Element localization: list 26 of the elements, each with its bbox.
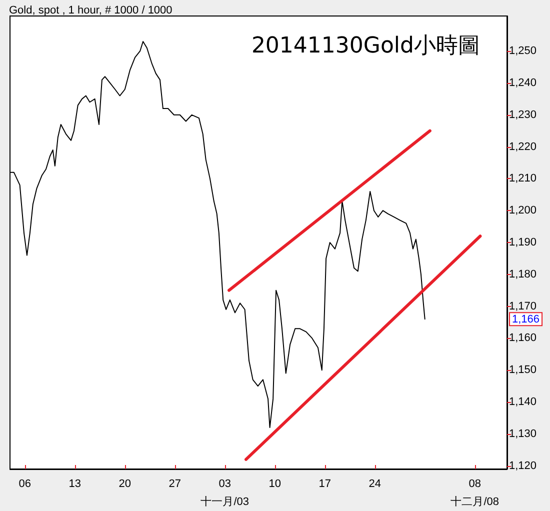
x-tick-label: 27 xyxy=(168,478,181,490)
y-tick-label: 1,230 xyxy=(509,108,537,121)
y-tick-label: 1,170 xyxy=(509,300,537,312)
x-tick-label: 24 xyxy=(368,478,381,490)
y-tick-label: 1,120 xyxy=(509,460,537,472)
y-tick-label: 1,150 xyxy=(509,364,537,376)
x-tick-label: 13 xyxy=(68,478,82,490)
chart-subtitle: Gold, spot , 1 hour, # 1000 / 1000 xyxy=(9,4,172,16)
y-tick-label: 1,220 xyxy=(509,140,537,153)
x-tick-label: 06 xyxy=(18,478,32,490)
x-tick-label: 10 xyxy=(268,478,281,490)
y-tick-label: 1,200 xyxy=(509,204,537,217)
y-tick-label: 1,180 xyxy=(509,268,537,280)
x-tick-label: 17 xyxy=(318,478,331,490)
x-tick-label: 03 十一月/03 xyxy=(200,478,250,508)
y-tick-label: 1,240 xyxy=(509,76,537,89)
y-tick-label: 1,140 xyxy=(509,396,537,408)
annotation: 1,166 xyxy=(512,314,540,326)
y-tick-label: 1,210 xyxy=(509,172,537,185)
y-tick-label: 1,130 xyxy=(509,428,537,440)
y-tick-label: 1,160 xyxy=(509,332,537,344)
x-tick-label: 08 十二月/08 xyxy=(450,478,500,508)
y-tick-label: 1,250 xyxy=(509,45,537,58)
x-tick-label: 20 xyxy=(118,478,131,490)
y-tick-label: 1,190 xyxy=(509,236,537,248)
text: 20141130Gold小時圖 xyxy=(251,34,480,58)
